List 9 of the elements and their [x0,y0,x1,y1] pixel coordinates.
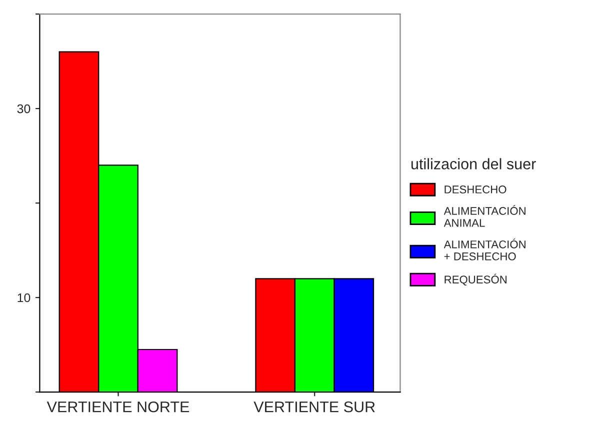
legend-title: utilizacion del suer [411,158,536,170]
legend-label: ALIMENTACIÓN ANIMAL [444,205,526,227]
legend-label: REQUESÓN [444,274,506,286]
x-tick-label: VERTIENTE NORTE [46,401,190,412]
x-tick-label: VERTIENTE SUR [254,401,375,412]
y-tick-label: 30 [17,104,30,114]
y-tick-label: 10 [18,293,30,302]
legend-label: DESHECHO [444,186,506,194]
legend-label: ALIMENTACIÓN + DESHECHO [444,238,526,260]
